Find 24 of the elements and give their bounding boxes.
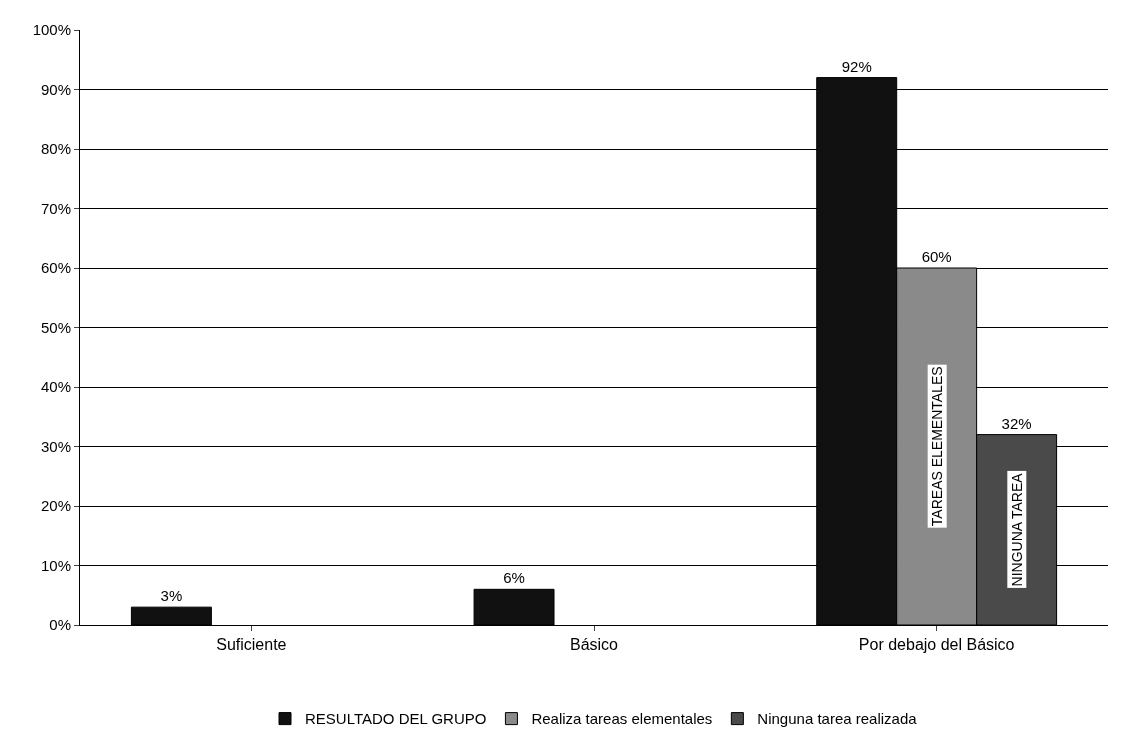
y-tick-label: 60% xyxy=(40,259,71,277)
y-tick-label: 20% xyxy=(40,497,71,515)
annotation: NINGUNA TAREA xyxy=(1008,472,1025,587)
x-tick-label: Suficiente xyxy=(216,636,287,654)
y-tick-label: 80% xyxy=(40,140,71,158)
y-tick-label: 40% xyxy=(40,378,71,396)
y-tick-label: 70% xyxy=(40,199,71,217)
text: 60% xyxy=(921,248,952,265)
x-tick-label: Por debajo del Básico xyxy=(858,636,1015,654)
legend-label: Ninguna tarea realizada xyxy=(757,710,918,728)
y-tick-label: 50% xyxy=(40,318,71,336)
x-tick-label: Básico xyxy=(569,636,619,654)
y-tick-label: 30% xyxy=(40,437,71,455)
annotation: TAREAS ELEMENTALES xyxy=(929,366,946,527)
text: 3% xyxy=(160,587,183,605)
text: 6% xyxy=(503,569,525,587)
y-tick-label: 10% xyxy=(40,556,71,574)
text: 92% xyxy=(841,57,872,75)
y-tick-label: 100% xyxy=(32,21,71,39)
y-tick-label: 90% xyxy=(40,80,71,98)
legend-label: Realiza tareas elementales xyxy=(531,710,713,728)
y-tick-label: 0% xyxy=(49,616,71,634)
legend-label: RESULTADO DEL GRUPO xyxy=(305,710,487,728)
text: 32% xyxy=(1001,414,1032,432)
